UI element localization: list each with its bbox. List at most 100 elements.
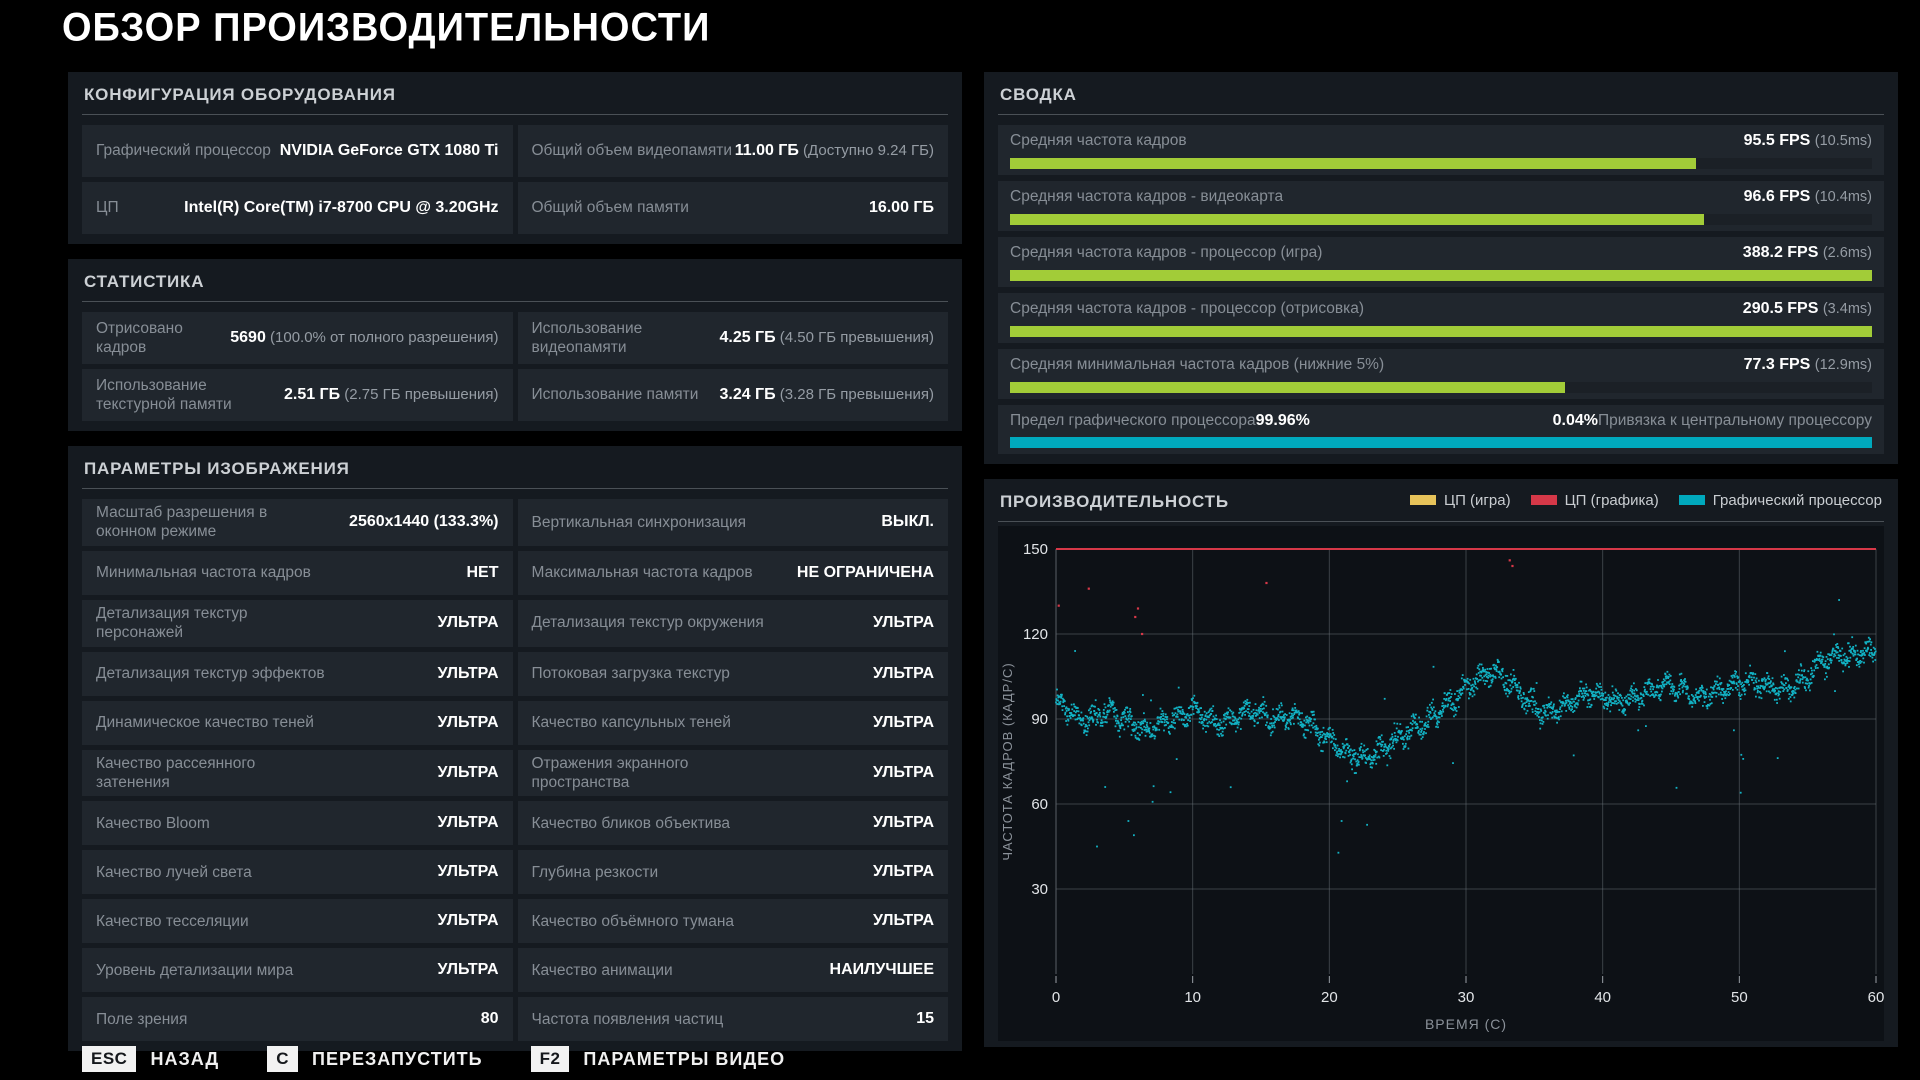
hardware-config-header: КОНФИГУРАЦИЯ ОБОРУДОВАНИЯ bbox=[82, 72, 948, 115]
setting-value: УЛЬТРА bbox=[872, 614, 934, 632]
hardware-config-panel: КОНФИГУРАЦИЯ ОБОРУДОВАНИЯ Графический пр… bbox=[68, 72, 962, 244]
setting-row: Поле зрения 80 bbox=[82, 997, 513, 1042]
setting-value: УЛЬТРА bbox=[437, 863, 499, 881]
svg-text:90: 90 bbox=[1031, 711, 1048, 728]
legend-label: Графический процессор bbox=[1712, 491, 1882, 509]
fps-bar bbox=[1010, 214, 1704, 225]
key-hint-label: НАЗАД bbox=[150, 1048, 220, 1069]
key-badge: ESC bbox=[82, 1046, 137, 1072]
setting-label: Детализация текстур эффектов bbox=[96, 664, 325, 682]
summary-metric-value: 96.6 FPS (10.4ms) bbox=[1744, 187, 1872, 207]
key-hint-f2[interactable]: F2 ПАРАМЕТРЫ ВИДЕО bbox=[530, 1046, 786, 1072]
fps-bar bbox=[1010, 270, 1872, 281]
gpu-bound-bar-track bbox=[1010, 437, 1872, 448]
setting-row: Общий объем памяти 16.00 ГБ bbox=[517, 182, 948, 234]
frame-time-value: (12.9ms) bbox=[1814, 357, 1872, 373]
setting-value: ВЫКЛ. bbox=[881, 513, 934, 531]
setting-value: НАИЛУЧШЕЕ bbox=[829, 961, 934, 979]
setting-label: Поле зрения bbox=[96, 1010, 188, 1028]
frame-time-value: (2.6ms) bbox=[1822, 245, 1872, 261]
summary-row: Средняя частота кадров 95.5 FPS (10.5ms) bbox=[998, 125, 1884, 175]
key-hint-c[interactable]: C ПЕРЕЗАПУСТИТЬ bbox=[267, 1046, 482, 1072]
setting-value: УЛЬТРА bbox=[872, 664, 934, 682]
setting-value: УЛЬТРА bbox=[437, 814, 499, 832]
summary-row-top: Средняя минимальная частота кадров (нижн… bbox=[1010, 355, 1872, 375]
setting-label: Масштаб разрешения в оконном режиме bbox=[96, 504, 268, 541]
statistics-rows: Отрисовано кадров 5690 (100.0% от полного… bbox=[82, 312, 948, 421]
setting-label: Качество бликов объектива bbox=[531, 814, 731, 832]
fps-value: 96.6 FPS bbox=[1743, 188, 1815, 205]
footer-key-hints: ESC НАЗАД C ПЕРЕЗАПУСТИТЬ F2 ПАРАМЕТРЫ ВИДЕО bbox=[82, 1046, 785, 1072]
gpu-bound-bar bbox=[1010, 437, 1872, 448]
fps-bar bbox=[1010, 158, 1697, 169]
setting-value: УЛЬТРА bbox=[437, 961, 499, 979]
setting-label: Детализация текстур персонажей bbox=[96, 604, 248, 642]
setting-value: УЛЬТРА bbox=[872, 713, 934, 731]
setting-label: Использование памяти bbox=[531, 386, 699, 404]
svg-text:0: 0 bbox=[1052, 989, 1060, 1006]
key-badge: F2 bbox=[530, 1046, 570, 1072]
summary-row-top: Средняя частота кадров - процессор (игра… bbox=[1010, 243, 1872, 263]
fps-bar-track bbox=[1010, 270, 1872, 281]
setting-label: Потоковая загрузка текстур bbox=[531, 664, 730, 682]
fps-value: 290.5 FPS bbox=[1742, 300, 1823, 317]
setting-row: Максимальная частота кадров НЕ ОГРАНИЧЕНА bbox=[517, 550, 948, 595]
setting-note: (100.0% от полного разрешения) bbox=[265, 329, 499, 346]
frame-time-value: (10.5ms) bbox=[1814, 133, 1872, 149]
svg-text:30: 30 bbox=[1458, 989, 1475, 1006]
setting-value: 4.25 ГБ (4.50 ГБ превышения) bbox=[719, 329, 934, 346]
setting-value: 5690 (100.0% от полного разрешения) bbox=[230, 329, 499, 346]
key-hint-esc[interactable]: ESC НАЗАД bbox=[82, 1046, 219, 1072]
setting-label: Отражения экранного пространства bbox=[531, 754, 689, 791]
legend-swatch-yellow bbox=[1410, 495, 1436, 505]
fps-bar bbox=[1010, 382, 1566, 393]
legend-item: ЦП (графика) bbox=[1530, 492, 1659, 509]
setting-label: Качество рассеянного затенения bbox=[96, 754, 256, 791]
setting-label: Вертикальная синхронизация bbox=[531, 513, 747, 531]
setting-row: Минимальная частота кадров НЕТ bbox=[82, 550, 513, 595]
setting-value: УЛЬТРА bbox=[872, 863, 934, 881]
performance-chart: 30 60 90 120 150 0 10 20 30 40 50 60 ВРЕМЯ (С) ЧАСТОТ… bbox=[998, 526, 1884, 1041]
frame-time-value: (3.4ms) bbox=[1822, 301, 1872, 317]
gpu-bound-row: Предел графического процессора 99.96% 0.0… bbox=[998, 405, 1884, 454]
setting-value: 3.24 ГБ (3.28 ГБ превышения) bbox=[719, 386, 934, 403]
summary-row-top: Средняя частота кадров - процессор (отри… bbox=[1010, 299, 1872, 319]
summary-row: Средняя частота кадров - видеокарта 96.6 … bbox=[998, 181, 1884, 231]
setting-value: УЛЬТРА bbox=[872, 814, 934, 832]
setting-label: Качество объёмного тумана bbox=[531, 912, 735, 930]
fps-bar-track bbox=[1010, 326, 1872, 337]
summary-metric-label: Средняя частота кадров - видеокарта bbox=[1010, 188, 1284, 205]
svg-text:60: 60 bbox=[1031, 796, 1048, 813]
summary-metric-value: 95.5 FPS (10.5ms) bbox=[1744, 131, 1872, 151]
gpu-bound-label: Предел графического процессора bbox=[1010, 412, 1256, 429]
setting-value: УЛЬТРА bbox=[437, 763, 499, 781]
setting-row: Масштаб разрешения в оконном режиме 2560x… bbox=[82, 499, 513, 546]
summary-rows: Средняя частота кадров 95.5 FPS (10.5ms) С… bbox=[998, 125, 1884, 399]
setting-value: NVIDIA GeForce GTX 1080 Ti bbox=[279, 142, 499, 159]
summary-metric-value: 388.2 FPS (2.6ms) bbox=[1743, 243, 1872, 263]
setting-row: Качество тесселяции УЛЬТРА bbox=[82, 899, 513, 944]
key-hint-label: ПЕРЕЗАПУСТИТЬ bbox=[312, 1048, 483, 1069]
summary-row: Средняя частота кадров - процессор (отри… bbox=[998, 293, 1884, 343]
setting-label: Использование текстурной памяти bbox=[96, 376, 232, 413]
setting-value: Intel(R) Core(TM) i7-8700 CPU @ 3.20GHz bbox=[184, 199, 499, 216]
setting-row: Детализация текстур окружения УЛЬТРА bbox=[517, 599, 948, 647]
setting-row: Качество бликов объектива УЛЬТРА bbox=[517, 801, 948, 846]
setting-label: ЦП bbox=[96, 199, 119, 217]
setting-value: 15 bbox=[916, 1010, 934, 1028]
statistics-header: СТАТИСТИКА bbox=[82, 259, 948, 302]
svg-text:40: 40 bbox=[1594, 989, 1611, 1006]
summary-row: Средняя минимальная частота кадров (нижн… bbox=[998, 349, 1884, 399]
setting-value: УЛЬТРА bbox=[437, 614, 499, 632]
gpu-bound-percent: 99.96% bbox=[1255, 412, 1310, 429]
setting-row: Качество Bloom УЛЬТРА bbox=[82, 801, 513, 846]
left-column: КОНФИГУРАЦИЯ ОБОРУДОВАНИЯ Графический пр… bbox=[68, 72, 962, 1052]
setting-row: Отражения экранного пространства УЛЬТРА bbox=[517, 749, 948, 797]
setting-value: 16.00 ГБ bbox=[868, 199, 934, 216]
setting-label: Отрисовано кадров bbox=[96, 319, 183, 356]
setting-row: Использование памяти 3.24 ГБ (3.28 ГБ пре… bbox=[517, 369, 948, 421]
chart-legend: ЦП (игра) ЦП (графика) Графический процесс… bbox=[1410, 492, 1884, 509]
svg-text:120: 120 bbox=[1023, 626, 1048, 643]
setting-row: Уровень детализации мира УЛЬТРА bbox=[82, 948, 513, 993]
